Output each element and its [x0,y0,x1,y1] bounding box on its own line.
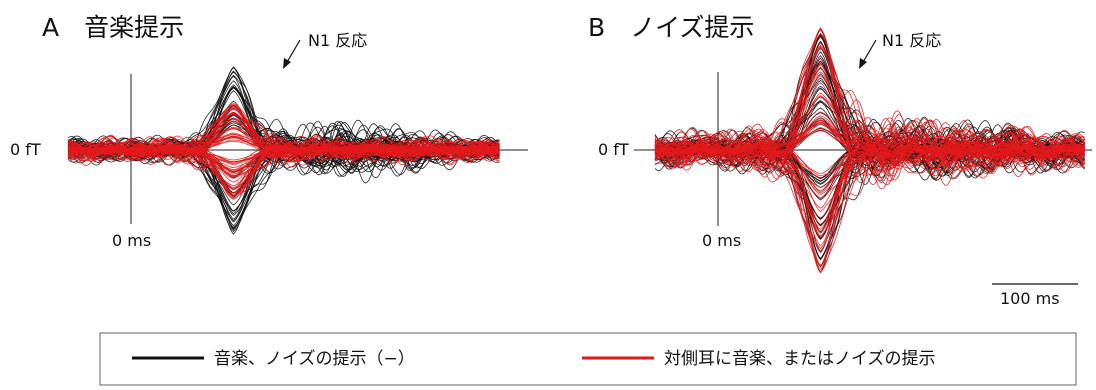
panel-a-red-trace [67,136,500,200]
panel-b-red-trace [654,44,1085,184]
panel-a-zero-ft-label: 0 fT [10,140,41,159]
panel-a-red-trace [67,136,500,189]
scale-bar: 100 ms [992,283,1078,308]
panel-a: A 音楽提示 N1 反応 0 fT 0 ms [10,13,528,250]
panel-b-red-trace [654,111,1085,160]
legend: 音楽、ノイズの提示（−） 対側耳に音楽、またはノイズの提示 [99,332,1077,386]
panel-a-title: A 音楽提示 [42,13,184,42]
panel-a-n1-label: N1 反応 [308,31,367,50]
panel-b-zero-ms-label: 0 ms [702,231,741,250]
panel-b-n1-label: N1 反応 [882,31,941,50]
panel-b-traces [654,27,1086,274]
panel-a-red-trace [67,106,500,162]
panel-b-red-trace [654,46,1085,171]
panel-b-title: B ノイズ提示 [588,13,754,42]
panel-a-red-trace [67,141,500,176]
legend-black-label: 音楽、ノイズの提示（−） [214,349,415,369]
panel-a-red-trace [67,138,500,191]
scale-bar-label: 100 ms [1000,289,1060,308]
legend-red-label: 対側耳に音楽、またはノイズの提示 [664,349,936,369]
panel-b-n1-arrow [859,39,877,69]
panel-b-red-trace [654,124,1086,237]
panel-a-red-trace [67,127,500,157]
panel-b-red-trace [654,130,1085,156]
panel-b: B ノイズ提示 N1 反応 0 fT 0 ms [588,13,1092,274]
panel-b-red-trace [654,120,1085,271]
panel-a-n1-arrow [283,39,301,69]
panel-b-red-trace [654,125,1086,274]
panel-a-red-trace [67,142,500,179]
panel-a-traces [67,66,500,235]
panel-a-red-trace [67,141,500,174]
panel-a-zero-ms-label: 0 ms [112,231,151,250]
panel-b-zero-ft-label: 0 fT [598,140,629,159]
